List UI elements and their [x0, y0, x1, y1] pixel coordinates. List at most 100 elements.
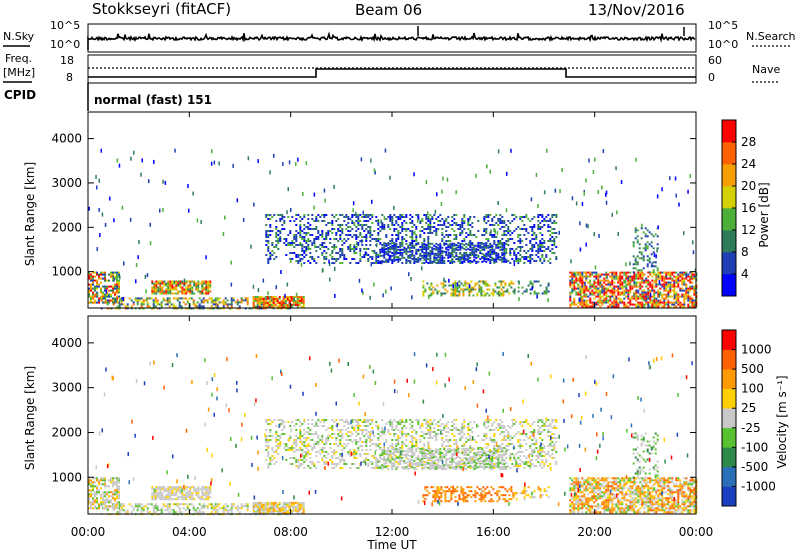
heatmap-cell — [161, 494, 163, 496]
heatmap-cell — [502, 291, 504, 293]
heatmap-cell — [385, 253, 387, 255]
heatmap-cell — [219, 297, 221, 299]
heatmap-cell — [457, 224, 459, 226]
heatmap-cell — [577, 286, 579, 288]
heatmap-cell — [457, 256, 459, 258]
heatmap-cell — [297, 256, 299, 258]
heatmap-cell — [573, 286, 575, 288]
heatmap-cell — [507, 238, 509, 240]
heatmap-cell — [427, 228, 429, 230]
heatmap-cell — [209, 287, 211, 289]
heatmap-cell — [422, 295, 424, 297]
heatmap-cell — [453, 222, 455, 224]
heatmap-cell — [487, 238, 489, 240]
heatmap-cell — [401, 230, 403, 232]
heatmap-cell — [209, 291, 211, 293]
heatmap-cell — [203, 289, 205, 291]
heatmap-cell — [663, 298, 665, 300]
heatmap-cell — [159, 291, 161, 293]
heatmap-cell — [609, 290, 611, 292]
heatmap-cell — [443, 243, 445, 245]
heatmap-cell — [247, 505, 249, 507]
heatmap-cell — [625, 284, 627, 286]
heatmap-cell — [96, 501, 98, 503]
heatmap-cell — [426, 283, 428, 285]
heatmap-cell — [161, 287, 163, 289]
heatmap-cell — [683, 300, 685, 302]
heatmap-cell — [114, 491, 116, 493]
heatmap-cell — [341, 228, 343, 230]
heatmap-cell — [353, 252, 355, 254]
heatmap-cell — [669, 282, 671, 284]
heatmap-cell — [597, 296, 599, 298]
heatmap-cell — [637, 255, 639, 257]
heatmap-cell — [301, 254, 303, 256]
heatmap-cell — [573, 284, 575, 286]
heatmap-cell — [451, 255, 453, 257]
heatmap-cell — [419, 222, 421, 224]
heatmap-cell — [315, 228, 317, 230]
heatmap-cell — [165, 303, 167, 305]
heatmap-cell — [301, 258, 303, 260]
heatmap-cell — [104, 296, 106, 298]
heatmap-cell — [537, 220, 539, 222]
heatmap-cell — [141, 511, 143, 513]
heatmap-cell — [341, 250, 343, 252]
heatmap-cell — [181, 297, 183, 299]
heatmap-cell — [635, 276, 637, 278]
heatmap-cell — [90, 290, 92, 292]
heatmap-cell — [237, 299, 239, 301]
heatmap-cell — [113, 297, 115, 299]
heatmap-cell — [153, 303, 155, 305]
heatmap-cell — [515, 260, 517, 262]
heatmap-cell — [205, 287, 207, 289]
heatmap-cell — [183, 301, 185, 303]
heatmap-cell — [259, 510, 261, 512]
heatmap-cell — [427, 232, 429, 234]
heatmap-cell — [335, 220, 337, 222]
heatmap-cell — [510, 149, 512, 153]
heatmap-cell — [393, 257, 395, 259]
heatmap-cell — [207, 281, 209, 283]
heatmap-cell — [373, 262, 375, 264]
heatmap-cell — [175, 281, 177, 283]
heatmap-cell — [309, 252, 311, 254]
heatmap-cell — [435, 234, 437, 236]
heatmap-cell — [303, 228, 305, 230]
heatmap-cell — [407, 260, 409, 262]
heatmap-cell — [573, 288, 575, 290]
heatmap-cell — [393, 228, 395, 230]
heatmap-cell — [307, 222, 309, 224]
heatmap-cell — [112, 288, 114, 290]
heatmap-cell — [281, 423, 283, 425]
heatmap-cell — [299, 431, 301, 433]
heatmap-cell — [387, 251, 389, 253]
heatmap-cell — [287, 296, 289, 298]
heatmap-cell — [355, 248, 357, 250]
heatmap-cell — [361, 421, 363, 423]
heatmap-cell — [271, 299, 273, 301]
heatmap-cell — [635, 294, 637, 296]
heatmap-cell — [157, 496, 159, 498]
heatmap-cell — [413, 245, 415, 247]
heatmap-cell — [637, 296, 639, 298]
heatmap-cell — [391, 245, 393, 247]
heatmap-cell — [653, 251, 655, 253]
heatmap-cell — [643, 290, 645, 292]
heatmap-cell — [499, 222, 501, 224]
heatmap-cell — [463, 228, 465, 230]
heatmap-cell — [269, 439, 271, 441]
heatmap-cell — [241, 507, 243, 509]
heatmap-cell — [637, 261, 639, 263]
heatmap-cell — [369, 244, 371, 246]
heatmap-cell — [285, 244, 287, 246]
heatmap-cell — [413, 259, 415, 261]
heatmap-cell — [345, 439, 347, 441]
heatmap-cell — [155, 488, 157, 490]
heatmap-cell — [613, 274, 615, 276]
heatmap-cell — [141, 297, 143, 299]
heatmap-cell — [173, 283, 175, 285]
heatmap-cell — [343, 447, 345, 449]
heatmap-cell — [163, 281, 165, 283]
heatmap-cell — [187, 301, 189, 303]
